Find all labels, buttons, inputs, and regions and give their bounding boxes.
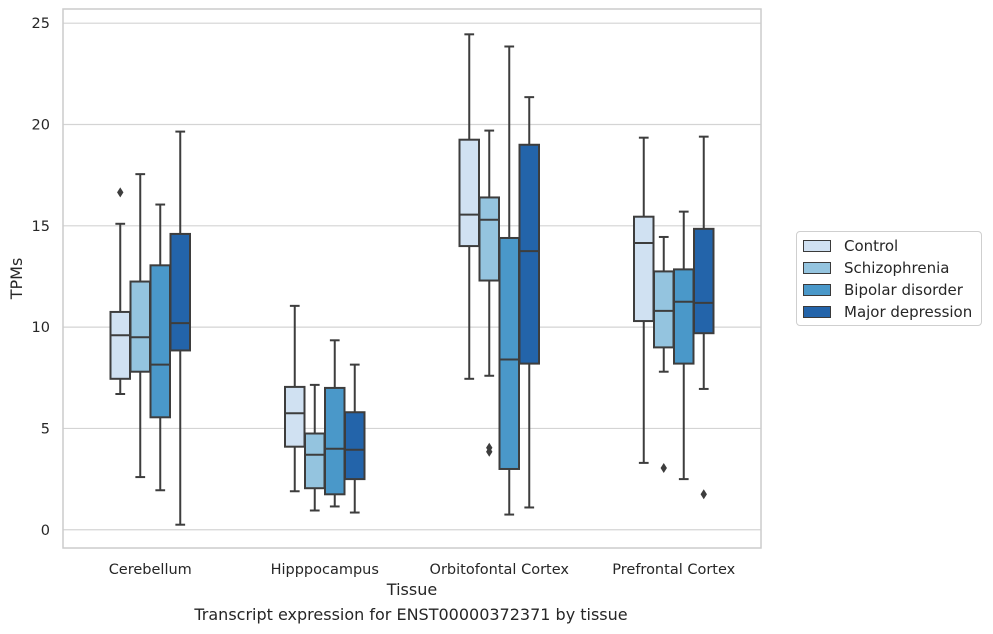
plot-frame <box>62 8 762 549</box>
box <box>518 143 540 365</box>
x-axis-label: Tissue <box>386 580 437 599</box>
box-series <box>109 33 715 526</box>
legend-item-major-depression: Major depression <box>803 302 972 322</box>
box <box>284 385 306 448</box>
series-schizophrenia <box>129 129 675 512</box>
box <box>149 264 171 419</box>
box <box>498 236 520 470</box>
legend-label: Schizophrenia <box>844 259 950 277</box>
x-tick-label: Hipppocampus <box>271 562 379 578</box>
box <box>169 232 191 352</box>
legend: Control Schizophrenia Bipolar disorder M… <box>796 231 982 326</box>
outlier-point <box>700 489 707 500</box>
box <box>304 432 326 490</box>
legend-swatch-control <box>803 240 831 252</box>
y-tick-label: 5 <box>41 421 50 437</box>
box <box>653 270 675 349</box>
legend-label: Major depression <box>844 303 973 321</box>
box <box>324 386 346 496</box>
box <box>633 215 655 323</box>
series-control <box>109 33 655 493</box>
box <box>344 411 366 481</box>
y-tick-label: 15 <box>32 219 50 235</box>
x-tick-label: Cerebellum <box>109 562 192 578</box>
legend-label: Bipolar disorder <box>844 281 963 299</box>
series-bipolar-disorder <box>149 45 695 516</box>
y-tick-label: 20 <box>32 118 50 134</box>
legend-swatch-major-depression <box>803 306 831 318</box>
outlier-point <box>117 187 124 198</box>
box <box>129 280 151 373</box>
chart-caption: Transcript expression for ENST0000037237… <box>194 605 628 624</box>
box <box>478 196 500 282</box>
outlier-point <box>660 462 667 473</box>
box <box>693 227 715 335</box>
legend-label: Control <box>844 237 899 255</box>
x-tick-labels: Cerebellum Hipppocampus Orbitofontal Corte… <box>109 562 736 578</box>
box <box>458 138 480 248</box>
legend-item-control: Control <box>803 236 898 256</box>
box <box>109 310 131 380</box>
y-axis-label: TPMs <box>7 258 26 301</box>
series-major-depression <box>169 96 715 526</box>
y-tick-label: 25 <box>32 16 50 32</box>
y-tick-label: 10 <box>32 320 50 336</box>
box <box>673 268 695 365</box>
y-tick-label: 0 <box>41 523 50 539</box>
legend-swatch-schizophrenia <box>803 262 831 274</box>
x-tick-label: Orbitofontal Cortex <box>430 562 570 578</box>
legend-item-bipolar-disorder: Bipolar disorder <box>803 280 963 300</box>
legend-swatch-bipolar-disorder <box>803 284 831 296</box>
x-tick-label: Prefrontal Cortex <box>612 562 735 578</box>
legend-item-schizophrenia: Schizophrenia <box>803 258 949 278</box>
y-tick-labels: 0 5 10 15 20 25 <box>32 16 50 539</box>
outlier-point <box>486 442 493 453</box>
